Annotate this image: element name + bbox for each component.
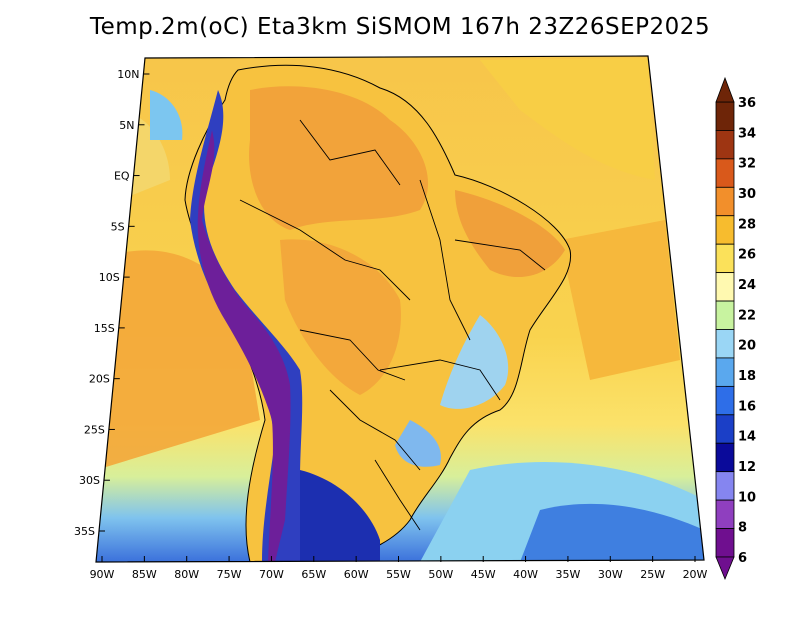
- colorbar-label: 26: [738, 248, 756, 263]
- colorbar-label: 36: [738, 96, 756, 111]
- colorbar-cell: [715, 158, 735, 188]
- temperature-field: [96, 56, 704, 562]
- colorbar-cell: [715, 300, 735, 330]
- south-atlantic-cold: [520, 503, 704, 562]
- colorbar-label: 14: [738, 430, 756, 445]
- lat-tick-label: 5S: [111, 220, 125, 233]
- colorbar-label: 10: [738, 490, 756, 505]
- latitude-axis: 10N 5N EQ 5S 10S 15S 20S 25S 30S 35S: [74, 68, 150, 538]
- colorbar-cell: [715, 499, 735, 529]
- lon-tick-label: 45W: [471, 568, 496, 581]
- central-warm-region: [280, 239, 401, 395]
- southeast-cool-region: [440, 315, 509, 409]
- colorbar-cell: [715, 186, 735, 217]
- lon-tick-label: 70W: [259, 568, 284, 581]
- colorbar-label: 22: [738, 308, 756, 323]
- colorbar-cell: [715, 528, 735, 558]
- lon-tick-label: 90W: [90, 568, 115, 581]
- colorbar-cell: [715, 215, 735, 245]
- colorbar-cell: [715, 471, 735, 501]
- colorbar-label: 34: [738, 126, 756, 141]
- colorbar-cell: [715, 414, 735, 444]
- colorbar-min-arrow: [715, 556, 735, 581]
- atlantic-warm-patch: [560, 220, 680, 380]
- colorbar-cell: [715, 272, 735, 302]
- colorbar-label: 16: [738, 399, 756, 414]
- lon-tick-label: 60W: [344, 568, 369, 581]
- andes-highland-coldest: [197, 130, 291, 562]
- lon-tick-label: 65W: [301, 568, 326, 581]
- lon-tick-label: 50W: [428, 568, 453, 581]
- lat-tick-label: 20S: [89, 373, 110, 386]
- atlantic-north-field: [480, 58, 655, 180]
- colorbar-label: 30: [738, 187, 756, 202]
- colorbar-label: 12: [738, 460, 756, 475]
- colorbar-label: 28: [738, 217, 756, 232]
- lat-tick-label: 30S: [79, 474, 100, 487]
- patagonia-cold: [300, 470, 380, 562]
- lat-tick-label: 15S: [94, 322, 115, 335]
- lat-tick-label: 25S: [84, 423, 105, 436]
- colorbar-cell: [715, 385, 735, 416]
- colorbar-cell: [715, 101, 735, 131]
- colorbar-cell: [715, 442, 735, 473]
- colorbar: 6 8 10 12 14 16 18 20 22 24 26 28 30 32 34 36: [715, 76, 756, 581]
- lon-tick-label: 30W: [598, 568, 623, 581]
- lat-tick-label: 35S: [74, 525, 95, 538]
- colorbar-label: 20: [738, 339, 756, 354]
- colorbar-cell: [715, 329, 735, 359]
- lon-tick-label: 55W: [386, 568, 411, 581]
- lat-tick-label: EQ: [114, 170, 130, 183]
- colorbar-label: 6: [738, 551, 747, 566]
- lon-tick-label: 85W: [132, 568, 157, 581]
- map-title: Temp.2m(oC) Eta3km SiSMOM 167h 23Z26SEP2…: [89, 14, 711, 40]
- colorbar-max-arrow: [715, 76, 735, 103]
- country-borders: [239, 119, 546, 531]
- lon-tick-label: 35W: [555, 568, 580, 581]
- lat-tick-label: 5N: [119, 119, 134, 132]
- lon-tick-label: 25W: [640, 568, 665, 581]
- lat-tick-label: 10N: [117, 68, 139, 81]
- lon-tick-label: 80W: [174, 568, 199, 581]
- lat-tick-label: 10S: [99, 271, 120, 284]
- northeast-warm-region: [455, 190, 565, 278]
- colorbar-label: 24: [738, 278, 756, 293]
- colorbar-cell: [715, 243, 735, 274]
- colorbar-cell: [715, 357, 735, 387]
- south-brazil-cool: [395, 420, 441, 467]
- map-frame: [95, 55, 705, 563]
- colorbar-cell: [715, 130, 735, 160]
- lon-tick-label: 40W: [513, 568, 538, 581]
- colorbar-label: 18: [738, 369, 756, 384]
- lon-tick-label: 75W: [217, 568, 242, 581]
- colorbar-label: 8: [738, 521, 747, 536]
- longitude-axis: 90W 85W 80W 75W 70W 65W 60W 55W 50W 45W 40W 35W 30W 2…: [90, 556, 708, 581]
- pacific-cool-patch: [150, 90, 183, 140]
- colorbar-label: 32: [738, 157, 756, 172]
- lon-tick-label: 20W: [683, 568, 708, 581]
